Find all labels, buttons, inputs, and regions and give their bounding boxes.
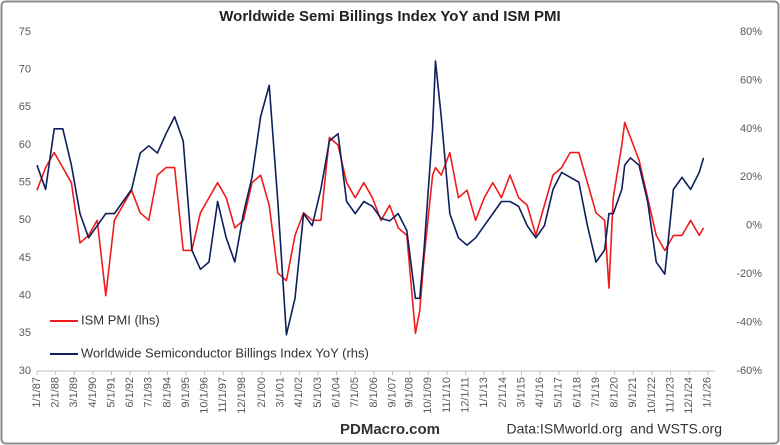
x-tick-label: 2/1/88 <box>50 377 62 408</box>
x-tick-label: 7/1/19 <box>590 377 602 408</box>
x-tick-label: 12/1/24 <box>683 377 695 414</box>
y-tick-label: 40 <box>19 290 31 302</box>
x-tick-label: 10/1/22 <box>646 377 658 414</box>
x-tick-label: 11/1/10 <box>441 377 453 413</box>
x-tick-label: 6/1/04 <box>330 377 342 408</box>
y-tick-label: 55 <box>19 177 31 189</box>
y-tick-label: 60 <box>19 139 31 151</box>
x-tick-label: 2/1/14 <box>497 377 509 408</box>
x-tick-label: 9/1/21 <box>627 377 639 408</box>
x-tick-label: 1/1/26 <box>702 377 714 408</box>
x-tick-label: 6/1/92 <box>124 377 136 408</box>
y2-tick-label: 20% <box>740 171 762 183</box>
legend-bg <box>43 344 395 364</box>
x-tick-label: 8/1/20 <box>609 377 621 408</box>
x-tick-label: 9/1/07 <box>386 377 398 408</box>
y-tick-label: 70 <box>19 64 31 76</box>
source-right: Data:ISMworld.org and WSTS.org <box>506 421 722 437</box>
y2-tick-label: 60% <box>740 74 762 86</box>
x-tick-label: 5/1/03 <box>312 377 324 408</box>
x-tick-label: 4/1/90 <box>87 377 99 408</box>
x-tick-label: 2/1/00 <box>256 377 268 408</box>
legend-bg <box>43 311 173 331</box>
y-tick-label: 75 <box>19 26 31 38</box>
x-tick-label: 7/1/93 <box>143 377 155 408</box>
x-tick-label: 7/1/05 <box>349 377 361 408</box>
x-tick-label: 3/1/15 <box>515 377 527 408</box>
y2-tick-label: -40% <box>736 316 762 328</box>
x-tick-label: 6/1/18 <box>571 377 583 408</box>
y2-tick-label: 80% <box>740 26 762 38</box>
x-tick-label: 11/1/97 <box>217 377 229 413</box>
legend-label: ISM PMI (lhs) <box>81 312 160 327</box>
x-tick-label: 9/1/95 <box>180 377 192 408</box>
source-left: PDMacro.com <box>340 421 440 438</box>
x-tick-label: 12/1/98 <box>236 377 248 414</box>
y-tick-label: 30 <box>19 365 31 377</box>
y-tick-label: 45 <box>19 252 31 264</box>
x-tick-label: 10/1/09 <box>422 377 434 414</box>
x-tick-label: 1/1/87 <box>31 377 43 408</box>
y-tick-label: 65 <box>19 101 31 113</box>
x-tick-label: 11/1/23 <box>664 377 676 413</box>
x-tick-label: 10/1/96 <box>199 377 211 414</box>
x-tick-label: 9/1/08 <box>404 377 416 408</box>
y2-tick-label: 40% <box>740 123 762 135</box>
x-tick-label: 1/1/13 <box>478 377 490 408</box>
x-tick-label: 3/1/01 <box>275 377 287 408</box>
y-tick-label: 50 <box>19 214 31 226</box>
x-tick-label: 5/1/17 <box>553 377 565 408</box>
x-tick-label: 8/1/94 <box>161 377 173 408</box>
x-tick-label: 5/1/91 <box>105 377 117 408</box>
x-tick-label: 4/1/16 <box>534 377 546 408</box>
series-line <box>36 60 705 336</box>
x-tick-label: 3/1/89 <box>68 377 80 408</box>
y2-tick-label: -20% <box>736 268 762 280</box>
x-tick-label: 8/1/06 <box>368 377 380 408</box>
x-tick-label: 12/1/11 <box>459 377 471 413</box>
x-tick-label: 4/1/02 <box>293 377 305 408</box>
chart-title: Worldwide Semi Billings Index YoY and IS… <box>219 8 560 25</box>
y2-tick-label: -60% <box>736 365 762 377</box>
y-tick-label: 35 <box>19 327 31 339</box>
y2-tick-label: 0% <box>746 220 762 232</box>
legend-label: Worldwide Semiconductor Billings Index Y… <box>81 345 369 360</box>
